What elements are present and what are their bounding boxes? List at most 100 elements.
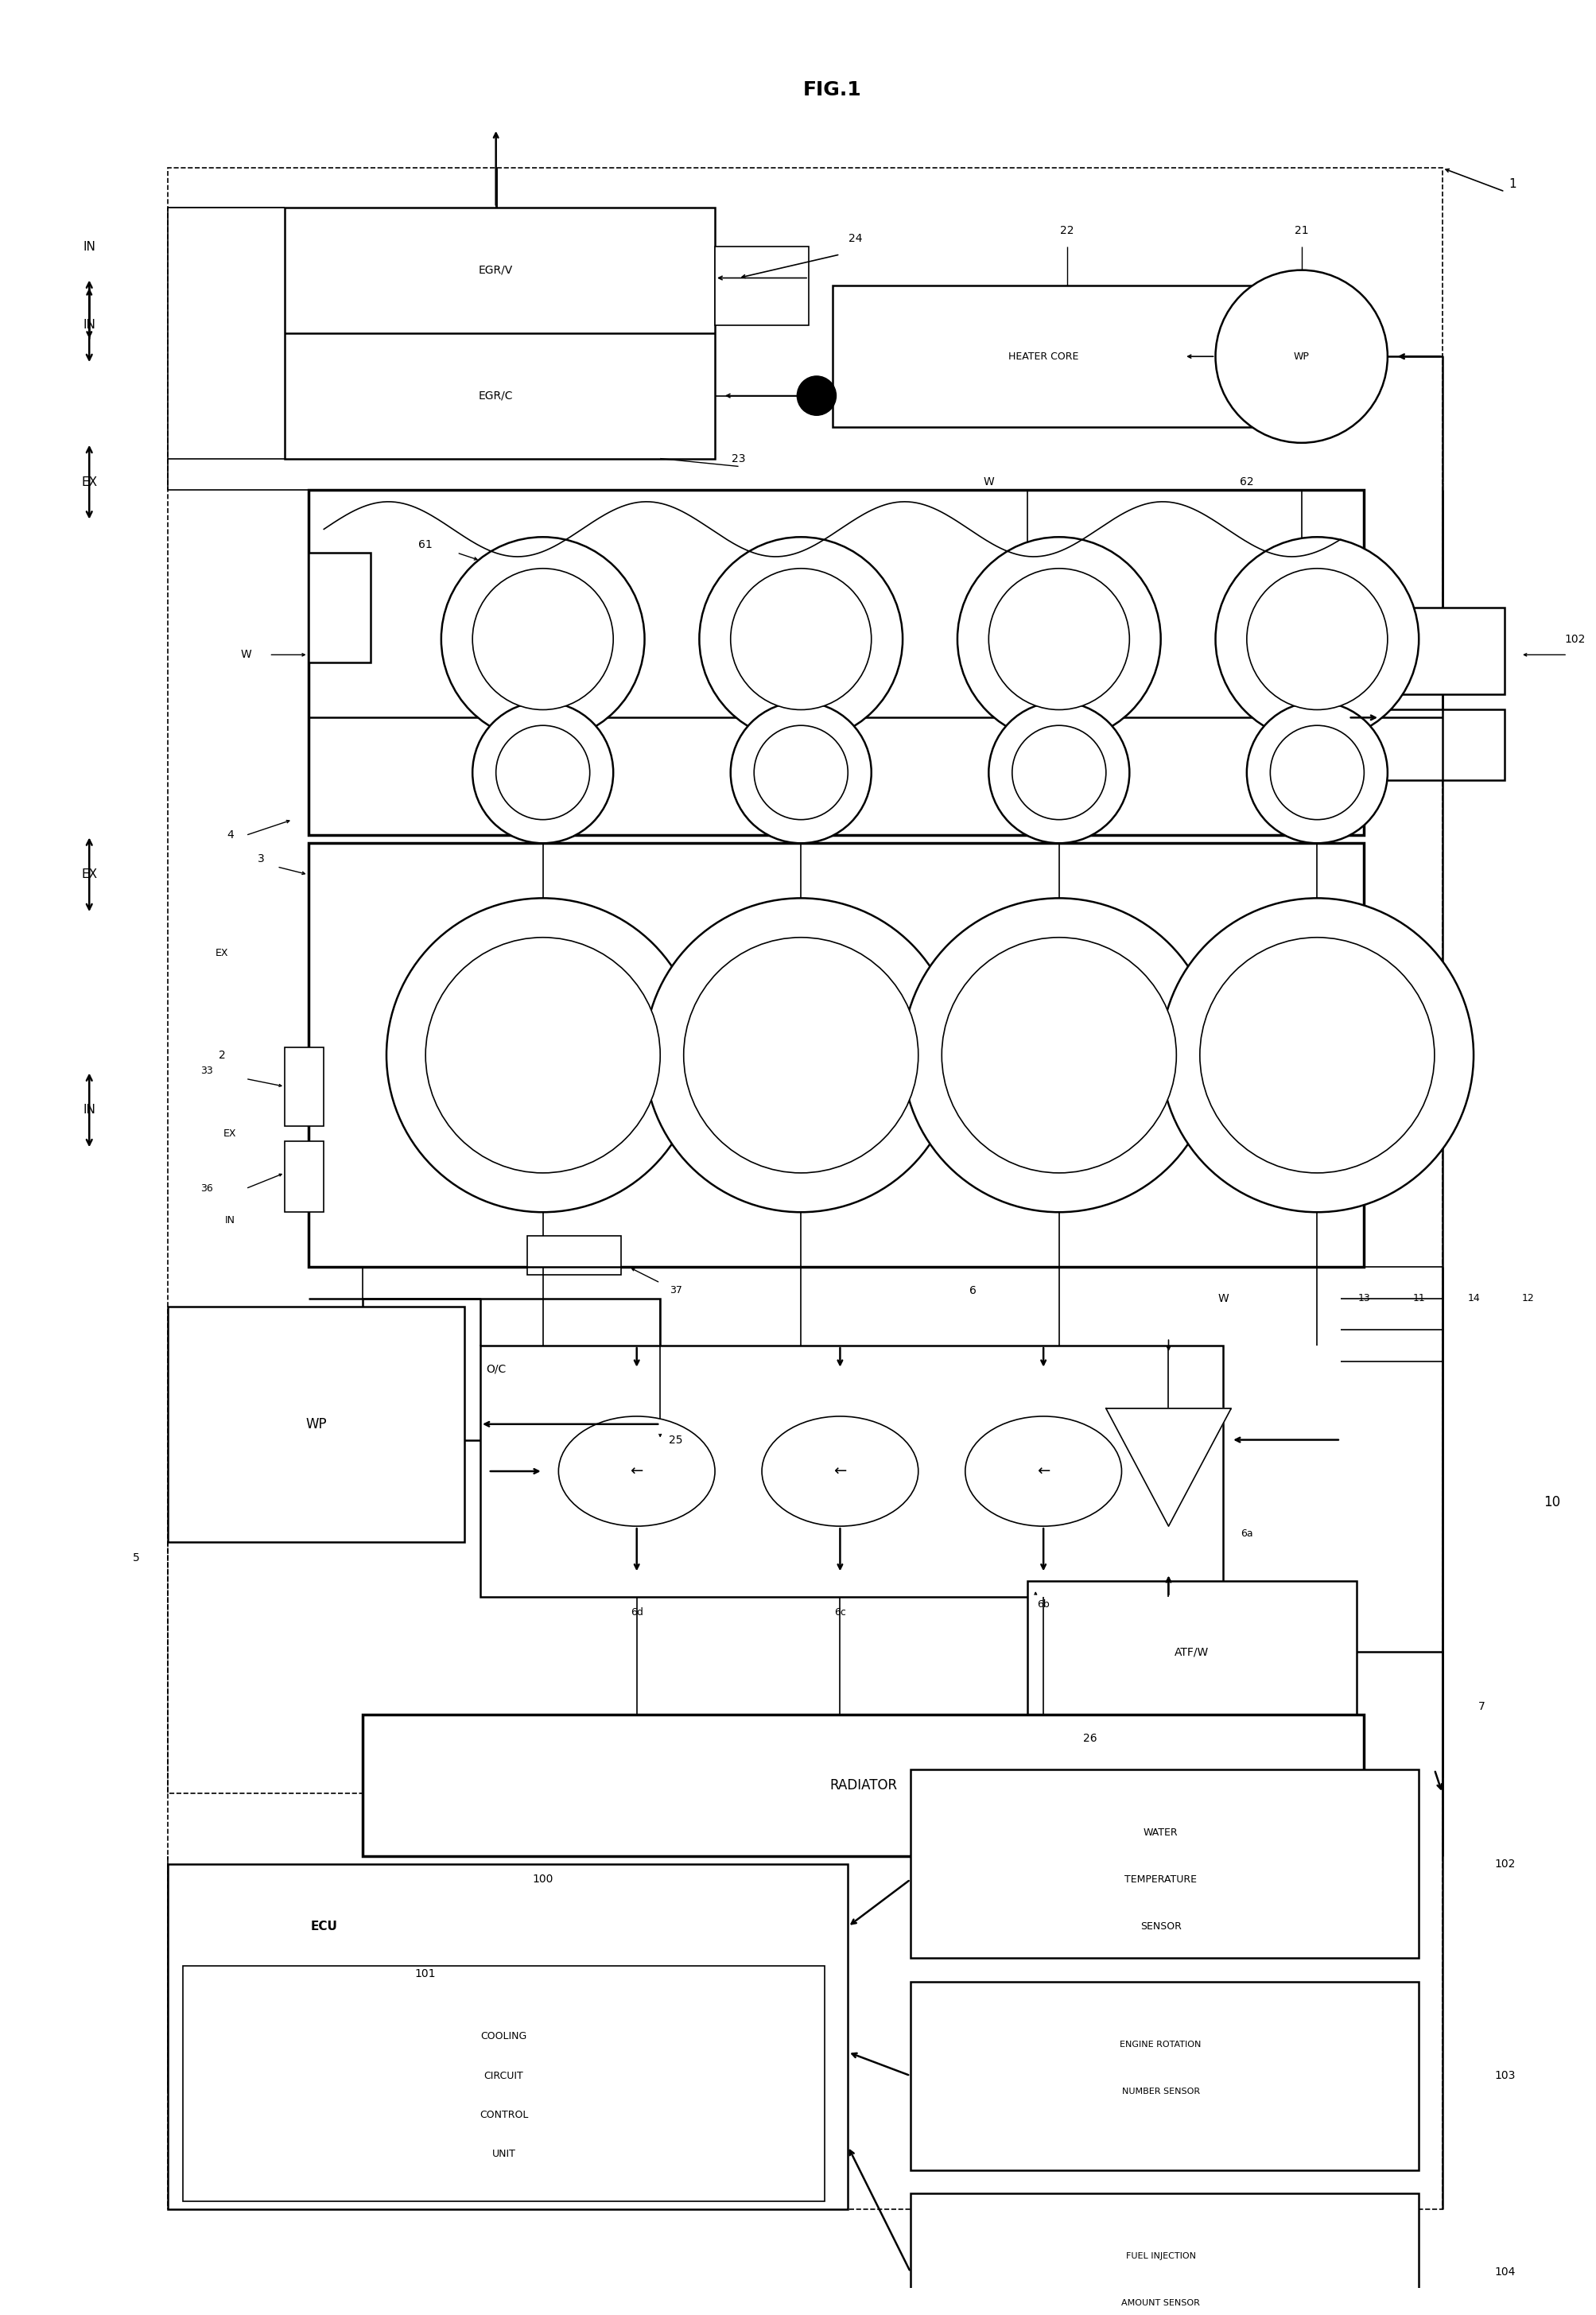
Circle shape — [386, 898, 699, 1213]
Text: 6a: 6a — [1240, 1528, 1253, 1539]
Text: IN: IN — [83, 1104, 96, 1116]
Circle shape — [472, 569, 613, 711]
Text: 101: 101 — [415, 1968, 436, 1979]
Text: 102: 102 — [1564, 634, 1585, 644]
Circle shape — [699, 537, 902, 741]
Ellipse shape — [761, 1417, 918, 1526]
Bar — [284, 1141, 324, 1213]
Circle shape — [1269, 725, 1363, 820]
Text: WATER: WATER — [1143, 1827, 1178, 1838]
Text: NUMBER SENSOR: NUMBER SENSOR — [1120, 2088, 1199, 2095]
Text: ←: ← — [630, 1463, 643, 1479]
Text: EGR/C: EGR/C — [479, 391, 512, 400]
Text: 36: 36 — [200, 1183, 212, 1195]
Text: 26: 26 — [1082, 1732, 1096, 1743]
Text: W: W — [1218, 1294, 1229, 1303]
Text: 103: 103 — [1494, 2070, 1515, 2081]
Bar — [910, 1769, 1419, 1958]
Text: W: W — [239, 648, 251, 660]
Circle shape — [1199, 938, 1433, 1174]
Bar — [308, 491, 1363, 836]
Text: 2: 2 — [219, 1049, 225, 1060]
Text: 24: 24 — [849, 234, 862, 245]
Bar — [832, 285, 1262, 428]
Text: WP: WP — [305, 1417, 327, 1431]
Text: 37: 37 — [669, 1285, 681, 1296]
Bar — [1363, 711, 1503, 780]
Text: ENGINE ROTATION: ENGINE ROTATION — [1119, 2040, 1200, 2049]
Text: ATF/W: ATF/W — [1175, 1646, 1208, 1658]
Circle shape — [472, 701, 613, 843]
Bar — [168, 1306, 464, 1542]
Circle shape — [1160, 898, 1473, 1213]
Text: 3: 3 — [257, 854, 265, 863]
Circle shape — [942, 938, 1176, 1174]
Circle shape — [1215, 271, 1387, 442]
Text: AMOUNT SENSOR: AMOUNT SENSOR — [1120, 2299, 1200, 2308]
Text: RADIATOR: RADIATOR — [830, 1778, 897, 1792]
Circle shape — [683, 938, 918, 1174]
Bar — [168, 169, 1441, 2209]
Text: 6: 6 — [969, 1285, 977, 1296]
Text: 4: 4 — [227, 829, 233, 840]
Text: EGR/V: EGR/V — [479, 264, 512, 275]
Text: ECU: ECU — [310, 1921, 337, 1933]
Text: 1: 1 — [1508, 178, 1516, 190]
Circle shape — [1012, 725, 1106, 820]
Circle shape — [1246, 569, 1387, 711]
Text: 12: 12 — [1521, 1294, 1534, 1303]
Text: 102: 102 — [1494, 1859, 1515, 1868]
Text: 100: 100 — [531, 1873, 554, 1884]
Circle shape — [440, 537, 645, 741]
Bar — [284, 1046, 324, 1125]
Text: COOLING: COOLING — [480, 2030, 527, 2042]
Bar — [910, 1982, 1419, 2169]
Text: ←: ← — [833, 1463, 846, 1479]
Circle shape — [1246, 701, 1387, 843]
Bar — [184, 1965, 824, 2202]
Text: 23: 23 — [731, 454, 745, 463]
Text: 104: 104 — [1494, 2266, 1515, 2278]
Bar — [168, 1864, 847, 2209]
Text: 6b: 6b — [1037, 1600, 1049, 1609]
Circle shape — [1215, 537, 1419, 741]
Text: 14: 14 — [1467, 1294, 1479, 1303]
Bar — [715, 248, 809, 324]
Bar — [362, 1715, 1363, 1857]
Text: EX: EX — [81, 868, 97, 880]
Text: UNIT: UNIT — [492, 2148, 516, 2160]
Circle shape — [796, 375, 836, 414]
Circle shape — [645, 898, 958, 1213]
Text: 22: 22 — [1060, 225, 1074, 236]
Text: 61: 61 — [418, 539, 433, 551]
Text: FUEL INJECTION: FUEL INJECTION — [1125, 2252, 1195, 2259]
Text: O/C: O/C — [485, 1364, 506, 1375]
Ellipse shape — [559, 1417, 715, 1526]
Text: TEMPERATURE: TEMPERATURE — [1124, 1875, 1197, 1884]
Text: 6d: 6d — [630, 1607, 643, 1618]
Text: W: W — [983, 477, 994, 488]
Text: 5: 5 — [132, 1551, 139, 1563]
Ellipse shape — [964, 1417, 1120, 1526]
Text: 10: 10 — [1543, 1495, 1559, 1509]
Circle shape — [426, 938, 659, 1174]
Text: EX: EX — [215, 947, 228, 958]
Text: IN: IN — [83, 241, 96, 252]
Bar — [1028, 1581, 1355, 1722]
Circle shape — [958, 537, 1160, 741]
Text: HEATER CORE: HEATER CORE — [1007, 352, 1077, 361]
Bar — [480, 1345, 1223, 1597]
Text: IN: IN — [83, 319, 96, 331]
Circle shape — [988, 569, 1128, 711]
Bar — [527, 1236, 621, 1276]
Circle shape — [731, 701, 871, 843]
Text: SENSOR: SENSOR — [1140, 1921, 1181, 1931]
Text: 6c: 6c — [833, 1607, 846, 1618]
Text: 13: 13 — [1357, 1294, 1369, 1303]
Text: 7: 7 — [1478, 1702, 1484, 1713]
Text: 21: 21 — [1294, 225, 1307, 236]
Circle shape — [496, 725, 589, 820]
Polygon shape — [1106, 1408, 1231, 1526]
Bar — [1363, 607, 1503, 694]
Circle shape — [902, 898, 1215, 1213]
